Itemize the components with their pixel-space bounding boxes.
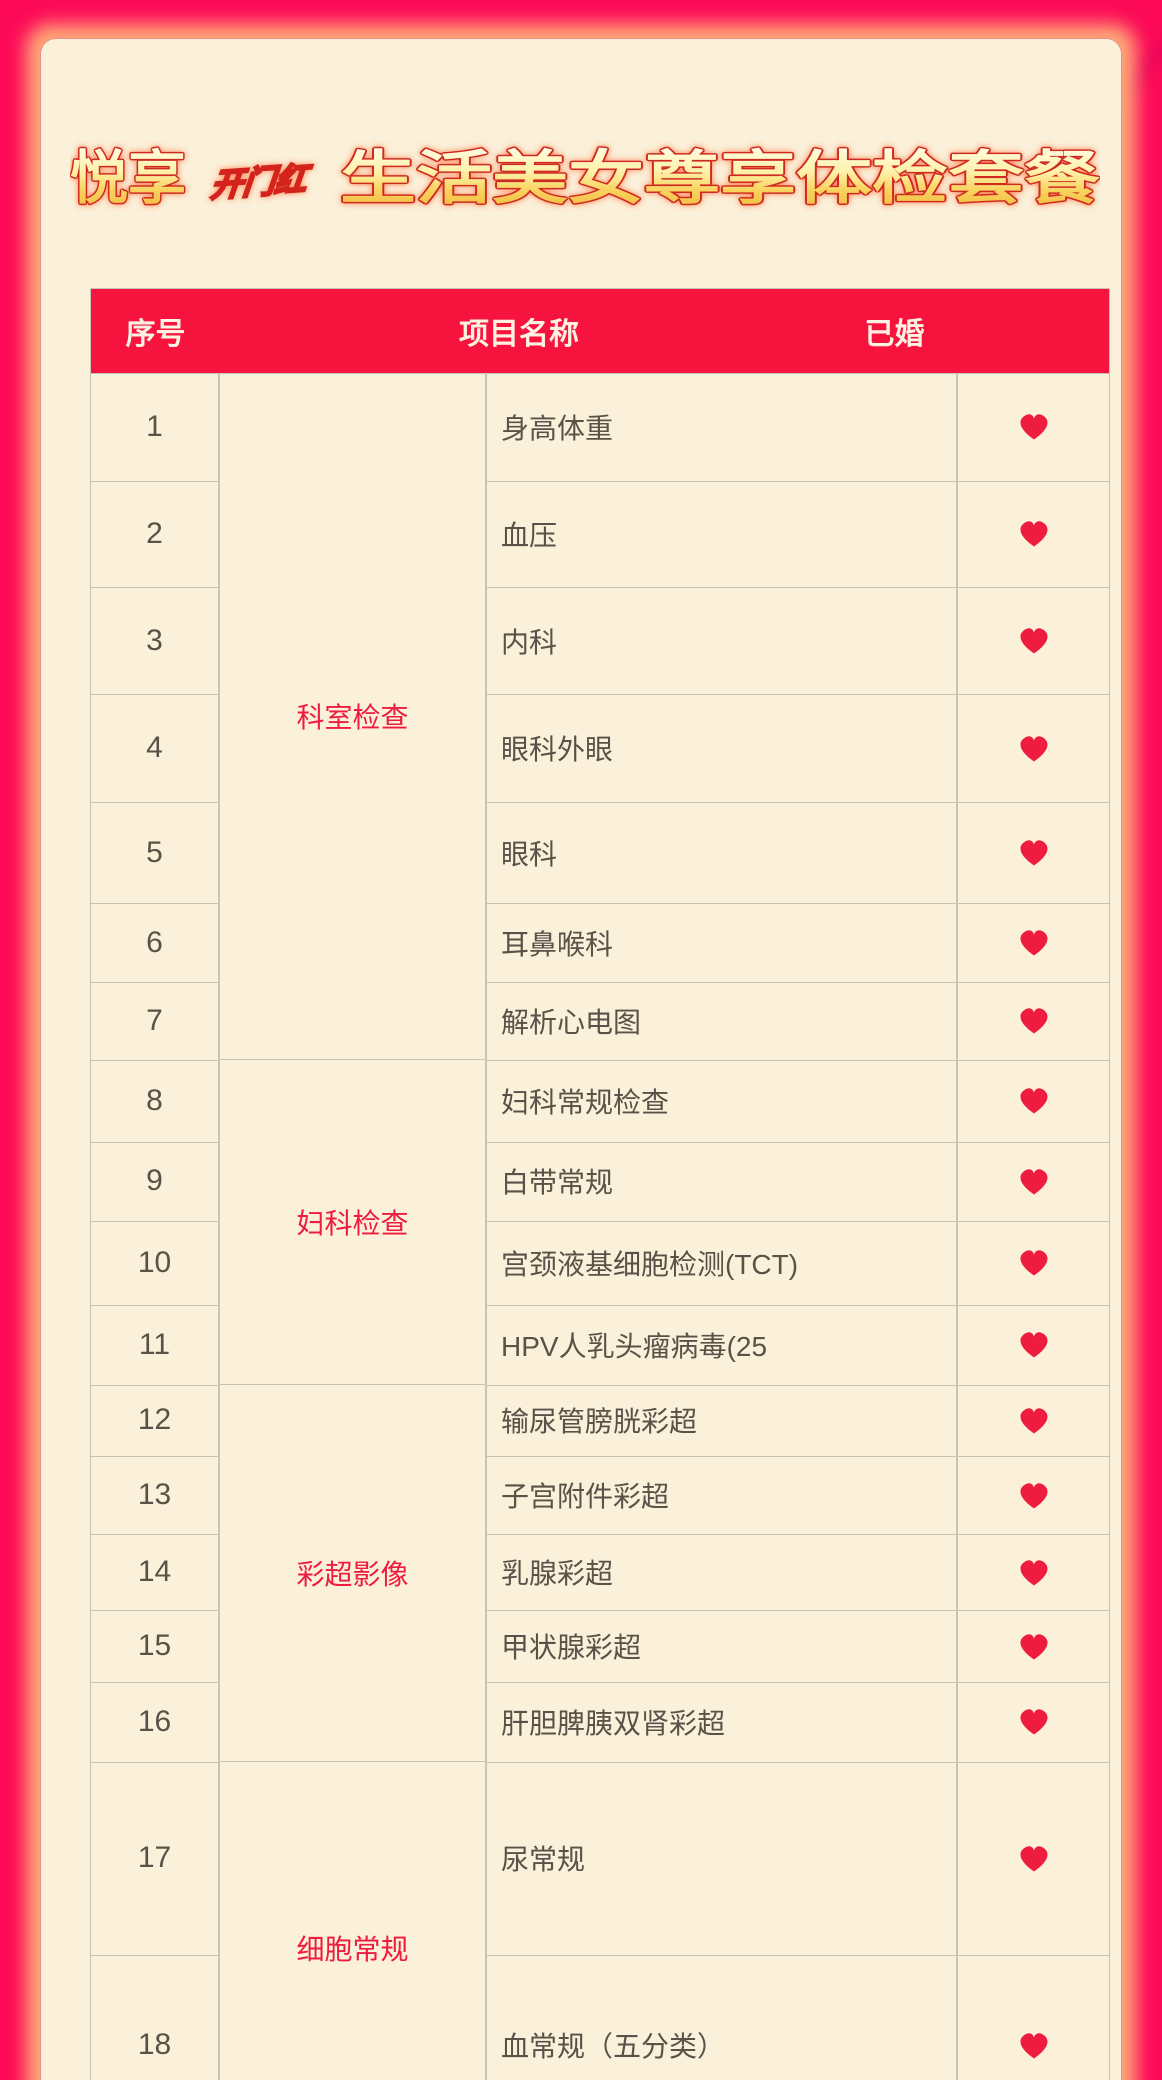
svg-text:悦享: 悦享 [70, 146, 186, 211]
svg-text:生活美女尊享体检套餐: 生活美女尊享体检套餐 [340, 146, 1100, 211]
svg-text:开门红: 开门红 [209, 161, 313, 204]
